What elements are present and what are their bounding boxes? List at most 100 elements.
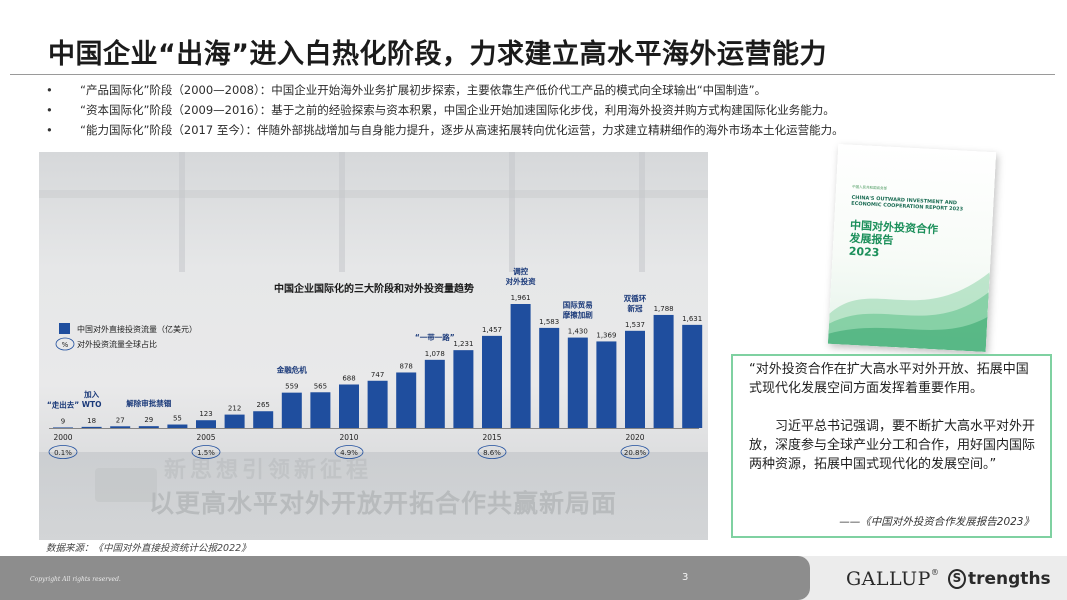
x-tick-label: 2000 xyxy=(53,433,72,442)
page-title: 中国企业“出海”进入白热化阶段，力求建立高水平海外运营能力 xyxy=(48,39,827,70)
quote-source: ——《中国对外投资合作发展报告2023》 xyxy=(839,516,1034,528)
gallup-wordmark: GALLUP xyxy=(846,568,931,590)
chart-panel: 新思想引领新征程 以更高水平对外开放开拓合作共赢新局面 中国企业国际化的三大阶段… xyxy=(39,152,708,540)
bar xyxy=(396,372,417,428)
bar xyxy=(339,384,359,428)
legend-bar-label: 中国对外直接投资流量（亿美元） xyxy=(77,324,197,334)
legend-bar-swatch xyxy=(59,323,70,334)
gallup-registered-mark: ® xyxy=(930,568,940,577)
bullet-item-capital-stage: “资本国际化”阶段（2009—2016）：基于之前的经验探索与资本积累，中国企业… xyxy=(46,100,844,120)
bar xyxy=(110,426,131,428)
bar-value-label: 1,078 xyxy=(425,350,445,358)
bar-value-label: 878 xyxy=(400,362,413,370)
watermark-text-line2: 以更高水平对外开放开拓合作共赢新局面 xyxy=(149,489,618,518)
page-number: 3 xyxy=(682,572,689,583)
report-cover-waves xyxy=(827,272,990,352)
bar-value-label: 1,961 xyxy=(511,294,531,302)
bar xyxy=(682,324,703,428)
quote-paragraph-1: “对外投资合作在扩大高水平对外开放、拓展中国式现代化发展空间方面发挥着重要作用。 xyxy=(749,362,1029,396)
global-share-marker xyxy=(334,445,364,459)
investment-bar-chart: 中国企业国际化的三大阶段和对外投资量趋势 中国对外直接投资流量（亿美元） % 对… xyxy=(47,266,702,459)
x-tick-label: 2015 xyxy=(482,433,501,442)
copyright: Copyright All rights reserved. xyxy=(30,576,121,583)
global-share-label: 8.6% xyxy=(483,449,501,457)
bar-value-label: 1,430 xyxy=(568,328,588,336)
event-annotation: 金融危机 xyxy=(276,365,307,375)
bar-value-label: 1,457 xyxy=(482,326,502,334)
bar xyxy=(567,337,588,428)
chart-title: 中国企业国际化的三大阶段和对外投资量趋势 xyxy=(274,282,474,295)
bar-value-label: 123 xyxy=(199,410,212,418)
bar-value-label: 559 xyxy=(285,383,298,391)
gallup-logo: GALLUP® xyxy=(846,568,939,590)
bar-value-label: 1,788 xyxy=(654,305,674,313)
bar xyxy=(653,314,674,428)
bullet-item-capability-stage: “能力国际化”阶段（2017 至今）：伴随外部挑战增加与自身能力提升，逐步从高速… xyxy=(46,120,844,140)
bar xyxy=(482,335,502,428)
bar xyxy=(310,392,331,428)
bar-value-label: 29 xyxy=(144,416,153,424)
x-tick-label: 2010 xyxy=(339,433,358,442)
footer-notch xyxy=(790,556,810,600)
title-divider xyxy=(10,74,1055,75)
event-annotation: “走出去” xyxy=(47,399,79,409)
bar xyxy=(253,411,274,428)
bar-value-label: 9 xyxy=(61,417,65,425)
bar-value-label: 747 xyxy=(371,371,384,379)
x-tick-label: 2020 xyxy=(625,433,644,442)
event-annotation: WTO xyxy=(82,400,102,409)
chart-source: 数据来源：《中国对外直接投资统计公报2022》 xyxy=(46,543,251,554)
global-share-marker xyxy=(477,445,507,459)
bar-value-label: 1,369 xyxy=(596,331,616,339)
bullet-list: “产品国际化”阶段（2000—2008）：中国企业开始海外业务扩展初步探索，主要… xyxy=(46,80,844,140)
bar xyxy=(167,424,188,428)
legend-share-label: 对外投资流量全球占比 xyxy=(77,339,157,349)
legend-share-marker-text: % xyxy=(62,341,69,349)
bar xyxy=(224,414,245,428)
event-annotation: 对外投资 xyxy=(506,276,536,286)
report-cover-image: 中国人民共和国商务部 CHINA'S OUTWARD INVESTMENT AN… xyxy=(827,144,997,352)
event-annotation: 国际贸易 xyxy=(563,300,593,310)
background-crane xyxy=(339,152,345,272)
bar-value-label: 265 xyxy=(257,401,270,409)
bar xyxy=(625,330,645,428)
footer-right-band xyxy=(795,556,1067,600)
bar-value-label: 1,537 xyxy=(625,321,645,329)
bar-value-label: 1,631 xyxy=(682,315,702,323)
bar xyxy=(138,426,159,428)
bar xyxy=(424,359,445,428)
bar-value-label: 18 xyxy=(87,417,96,425)
bullet-item-product-stage: “产品国际化”阶段（2000—2008）：中国企业开始海外业务扩展初步探索，主要… xyxy=(46,80,844,100)
bar-value-label: 27 xyxy=(116,416,125,424)
bars-layer: 9 18 27 29 55 123 212 265 559 565 688 747 878 1,078 1,… xyxy=(47,266,702,459)
x-tick-label: 2005 xyxy=(196,433,215,442)
background-crane-beam xyxy=(39,190,708,198)
bar xyxy=(596,341,617,428)
bar xyxy=(453,350,474,428)
strengths-wordmark: trengths xyxy=(968,569,1051,589)
bar-value-label: 1,231 xyxy=(453,340,473,348)
event-annotation: 解除审批禁锢 xyxy=(126,398,171,408)
bar-value-label: 212 xyxy=(228,405,241,413)
strengths-s-icon: S xyxy=(948,569,966,589)
event-annotation: 新冠 xyxy=(628,303,643,313)
footer: Copyright All rights reserved. 3 GALLUP®… xyxy=(0,556,1067,600)
bar xyxy=(539,327,560,428)
event-annotation: “一带一路” xyxy=(415,332,455,342)
event-annotation: 加入 xyxy=(83,389,99,399)
event-annotation: 摩擦加剧 xyxy=(563,310,593,320)
background-crane xyxy=(509,152,515,272)
global-share-label: 4.9% xyxy=(340,449,358,457)
quote-box: “对外投资合作在扩大高水平对外开放、拓展中国式现代化发展空间方面发挥着重要作用。… xyxy=(731,354,1052,538)
footer-left-band xyxy=(0,556,795,600)
global-share-label: 20.8% xyxy=(624,449,647,457)
report-publisher: 中国人民共和国商务部 xyxy=(852,184,888,191)
bar xyxy=(53,427,73,428)
global-share-marker xyxy=(48,445,78,459)
bar-value-label: 1,583 xyxy=(539,318,559,326)
bar xyxy=(367,380,388,428)
global-share-marker xyxy=(620,445,650,459)
bar-value-label: 565 xyxy=(314,382,327,390)
bar-value-label: 688 xyxy=(342,374,355,382)
